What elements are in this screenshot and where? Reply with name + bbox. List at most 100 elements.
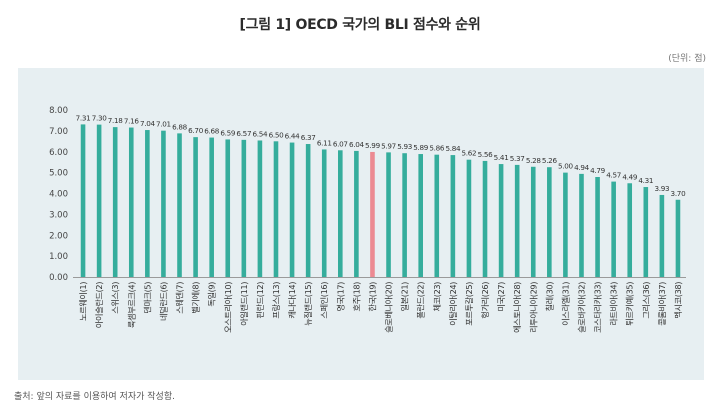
bar xyxy=(547,167,552,277)
bar xyxy=(354,150,359,277)
bar-value-label: 5.86 xyxy=(429,144,445,153)
x-tick-label: 일본(21) xyxy=(400,282,410,312)
bar-value-label: 6.50 xyxy=(269,130,285,139)
bar-value-label: 5.41 xyxy=(494,153,509,162)
y-tick-label: 6.00 xyxy=(49,148,68,158)
bar xyxy=(145,130,150,277)
bar-value-label: 5.84 xyxy=(445,144,461,153)
x-tick-label: 슬로베니아(20) xyxy=(384,282,394,333)
bar-value-label: 7.18 xyxy=(108,116,124,125)
bar-value-label: 7.31 xyxy=(76,113,91,122)
bar-value-label: 5.99 xyxy=(365,141,381,150)
bar xyxy=(579,173,584,277)
bar xyxy=(627,183,633,277)
x-tick-label: 칠레(30) xyxy=(544,282,554,312)
bar-value-label: 4.94 xyxy=(574,163,590,172)
y-tick-label: 1.00 xyxy=(49,252,68,262)
x-tick-label: 라트비아(34) xyxy=(609,282,619,326)
bar xyxy=(530,166,536,277)
bar xyxy=(402,153,407,277)
x-tick-label: 이탈리아(24) xyxy=(448,282,458,326)
bar xyxy=(305,144,311,277)
x-tick-label: 영국(17) xyxy=(335,282,345,312)
bar xyxy=(434,154,440,277)
x-tick-label: 포르투갈(25) xyxy=(464,282,474,326)
bar-value-label: 5.62 xyxy=(462,149,477,158)
bar-value-label: 6.57 xyxy=(236,129,251,138)
bar xyxy=(563,172,568,277)
x-tick-label: 벨기에(8) xyxy=(191,282,201,314)
x-tick-label: 뉴질랜드(15) xyxy=(303,282,313,326)
source-note: 출처: 앞의 자료를 이용하여 저자가 작성함. xyxy=(14,392,175,402)
x-tick-label: 노르웨이(1) xyxy=(78,282,88,321)
bar-value-label: 5.93 xyxy=(397,142,412,151)
bar xyxy=(96,124,102,277)
y-tick-label: 5.00 xyxy=(49,169,68,179)
bar xyxy=(273,141,279,277)
x-tick-label: 멕시코(38) xyxy=(673,282,683,319)
bar xyxy=(193,137,198,277)
bar xyxy=(466,159,472,277)
x-tick-label: 아일랜드(11) xyxy=(239,282,249,326)
bar-value-label: 5.28 xyxy=(526,156,542,165)
bar xyxy=(675,199,681,277)
unit-label: (단위: 점) xyxy=(668,54,706,64)
y-tick-label: 7.00 xyxy=(49,127,68,137)
bar xyxy=(128,127,134,277)
bar xyxy=(643,187,649,277)
x-tick-label: 미국(27) xyxy=(496,282,506,312)
x-tick-label: 리투아니아(29) xyxy=(528,282,538,333)
bar-value-label: 6.70 xyxy=(188,126,204,135)
x-tick-label: 그리스(36) xyxy=(641,282,651,319)
x-tick-label: 캐나다(14) xyxy=(287,282,297,319)
bar xyxy=(595,177,600,277)
bar-value-label: 7.04 xyxy=(140,119,156,128)
bar xyxy=(80,124,86,277)
bar xyxy=(209,137,214,277)
x-tick-label: 코스타리카(33) xyxy=(593,282,603,333)
bar-value-label: 7.16 xyxy=(124,117,140,126)
bar-value-label: 5.56 xyxy=(478,150,494,159)
y-tick-label: 8.00 xyxy=(49,106,68,116)
bar-value-label: 6.59 xyxy=(220,128,236,137)
bar xyxy=(611,181,616,277)
x-tick-label: 호주(18) xyxy=(351,282,361,312)
bar-value-label: 7.01 xyxy=(156,120,171,129)
bar-value-label: 6.11 xyxy=(317,138,332,147)
bar-value-label: 4.31 xyxy=(638,176,653,185)
bar xyxy=(338,150,343,277)
bar-value-label: 6.37 xyxy=(301,133,316,142)
x-tick-label: 체코(23) xyxy=(432,282,442,312)
x-tick-label: 룩셈부르크(4) xyxy=(126,282,136,328)
y-tick-label: 0.00 xyxy=(49,273,68,283)
x-tick-label: 폴란드(22) xyxy=(416,282,426,319)
bar-value-label: 4.57 xyxy=(606,171,621,180)
bar-value-label: 6.88 xyxy=(172,122,188,131)
x-tick-label: 아이슬란드(2) xyxy=(94,282,104,328)
x-tick-label: 헝가리(26) xyxy=(480,282,490,319)
x-tick-label: 에스토니아(28) xyxy=(512,282,522,333)
bar xyxy=(257,140,263,277)
bar-value-label: 5.37 xyxy=(510,154,525,163)
bar-value-label: 6.44 xyxy=(285,132,301,141)
x-tick-label: 이스라엘(31) xyxy=(560,282,570,326)
bar xyxy=(386,152,391,277)
x-tick-label: 프랑스(13) xyxy=(271,282,281,319)
x-tick-label: 스위스(3) xyxy=(110,282,120,314)
bar xyxy=(225,139,231,277)
bar xyxy=(112,127,118,278)
x-tick-label: 오스트리아(10) xyxy=(223,282,233,333)
x-tick-label: 슬로바키아(32) xyxy=(576,282,586,333)
bar-value-label: 6.04 xyxy=(349,140,365,149)
bar xyxy=(450,155,456,277)
y-tick-label: 2.00 xyxy=(49,231,68,241)
bar-value-label: 6.54 xyxy=(253,129,269,138)
y-tick-label: 3.00 xyxy=(49,210,68,220)
bar xyxy=(418,154,423,277)
bar xyxy=(482,160,488,277)
bar-value-label: 4.49 xyxy=(622,172,638,181)
x-tick-label: 스웨덴(7) xyxy=(175,282,185,314)
bar-value-label: 5.26 xyxy=(542,156,558,165)
x-tick-label: 독일(9) xyxy=(207,282,217,307)
x-tick-label: 콜롬비아(37) xyxy=(657,282,667,326)
